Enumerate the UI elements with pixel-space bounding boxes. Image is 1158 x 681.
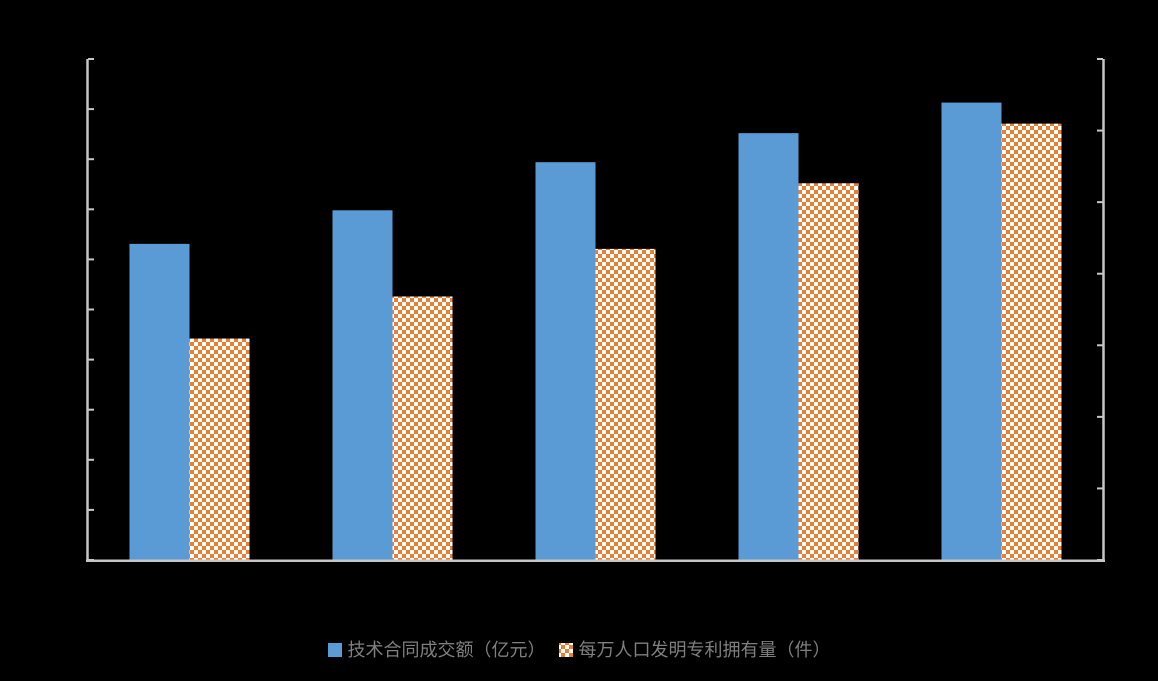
bars-group [129,102,1062,561]
legend-label-patents-per-10k: 每万人口发明专利拥有量（件） [578,640,831,660]
bar-patents-per-10k-5 [1001,123,1062,560]
bar-tech-contract-value-4 [738,133,799,560]
legend-item-patents-per-10k: 每万人口发明专利拥有量（件） [558,639,831,661]
legend-marker-blue-square-icon [327,643,342,657]
chart-legend: 技术合同成交额（亿元） [0,639,1158,661]
axes-group [86,58,1105,562]
bar-patents-per-10k-2 [392,296,453,560]
bar-patents-per-10k-1 [189,338,250,560]
bar-tech-contract-value-2 [332,210,393,560]
bar-patents-per-10k-3 [595,248,656,560]
legend-item-tech-contract-value: 技术合同成交额（亿元） [327,639,546,661]
legend-label-tech-contract-value: 技术合同成交额（亿元） [347,640,546,660]
bar-tech-contract-value-1 [129,243,190,560]
bar-tech-contract-value-3 [535,162,596,560]
bar-tech-contract-value-5 [941,102,1002,560]
bar-patents-per-10k-4 [798,183,859,561]
legend-marker-dotted-diamond-icon [558,643,573,657]
